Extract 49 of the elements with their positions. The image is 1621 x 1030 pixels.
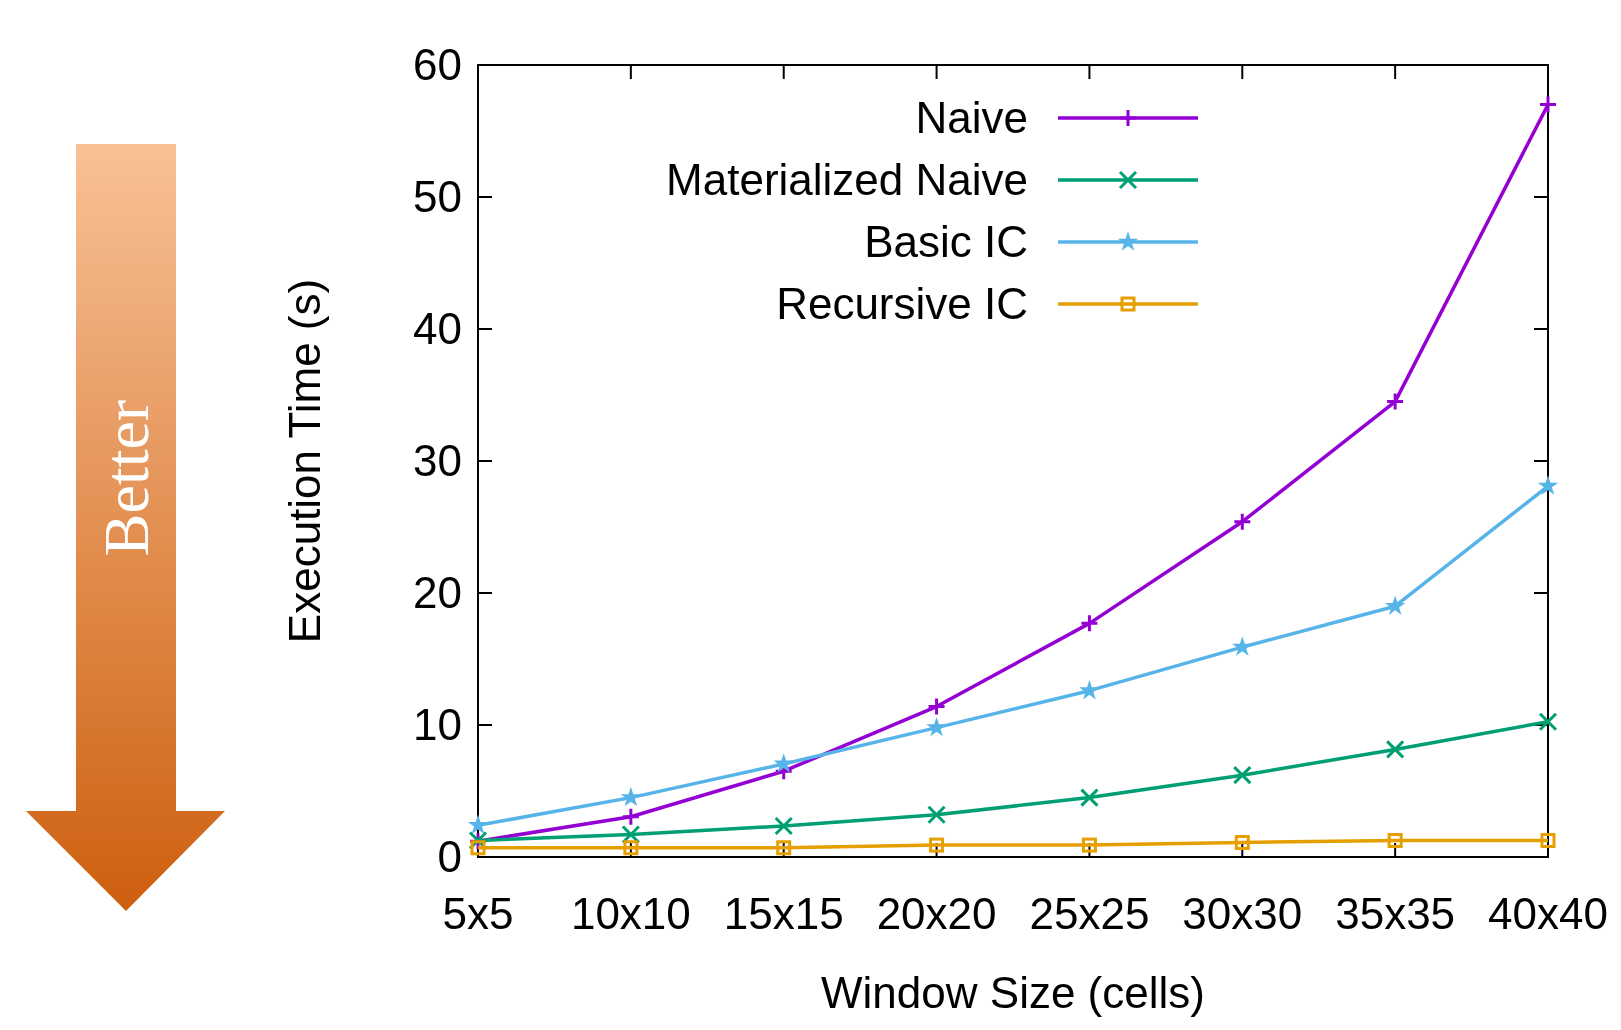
- x-tick-label: 10x10: [570, 889, 691, 938]
- legend-label: Naive: [915, 93, 1028, 143]
- y-tick-label: 0: [437, 832, 462, 882]
- point: [1232, 512, 1252, 532]
- y-tick-label: 60: [413, 40, 462, 90]
- point: [620, 786, 642, 807]
- y-tick-label: 10: [413, 700, 462, 750]
- y-axis-title: Execution Time (s): [280, 278, 329, 644]
- y-tick-label: 20: [413, 568, 462, 618]
- point: [1079, 613, 1099, 633]
- point: [1232, 636, 1253, 656]
- x-tick-label: 40x40: [1488, 889, 1608, 938]
- point: [1081, 837, 1097, 853]
- x-axis-title: Window Size (cells): [821, 968, 1205, 1017]
- point: [1385, 392, 1405, 412]
- point: [1079, 788, 1099, 808]
- x-tick-label: 25x25: [1029, 889, 1150, 938]
- point: [774, 816, 794, 836]
- x-tick-label: 20x20: [876, 889, 997, 938]
- point: [1384, 595, 1406, 615]
- point: [929, 837, 945, 853]
- x-tick-label: 5x5: [442, 889, 514, 938]
- point: [1538, 712, 1558, 732]
- point: [926, 716, 947, 737]
- point: [1385, 739, 1405, 759]
- y-tick-label: 50: [413, 172, 462, 222]
- legend-label: Basic IC: [864, 217, 1028, 267]
- point: [1537, 475, 1559, 495]
- point: [1232, 765, 1252, 785]
- y-tick-label: 40: [413, 304, 462, 354]
- x-tick-label: 35x35: [1335, 889, 1456, 938]
- text: Better: [91, 399, 162, 557]
- legend-label: Materialized Naive: [666, 155, 1028, 205]
- point: [467, 814, 489, 835]
- x-tick-label: 15x15: [723, 889, 844, 938]
- x-tick-label: 30x30: [1182, 889, 1303, 938]
- point: [1538, 95, 1558, 115]
- point: [621, 807, 641, 827]
- point: [623, 840, 639, 856]
- point: [927, 697, 947, 717]
- legend-label: Recursive IC: [776, 279, 1028, 329]
- point: [1387, 833, 1403, 848]
- point: [776, 840, 792, 856]
- point: [927, 805, 947, 825]
- point: [1540, 833, 1556, 848]
- point: [773, 753, 794, 773]
- point: [1234, 834, 1250, 850]
- point: [470, 840, 486, 856]
- y-tick-label: 30: [413, 436, 462, 486]
